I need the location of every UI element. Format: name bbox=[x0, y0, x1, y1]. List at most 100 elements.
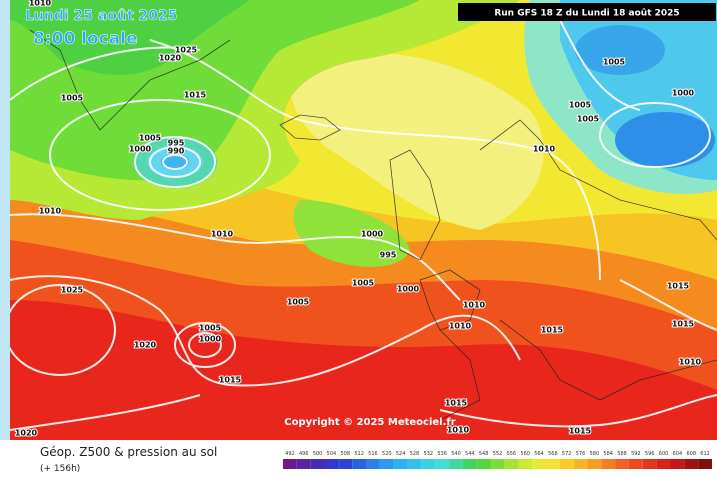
scale-swatch bbox=[642, 459, 657, 469]
scale-label: 492 bbox=[285, 451, 295, 457]
scale-swatch bbox=[656, 459, 671, 469]
scale-label: 504 bbox=[327, 451, 337, 457]
scale-swatch bbox=[532, 459, 546, 469]
legend-subtitle: (+ 156h) bbox=[40, 464, 80, 474]
scale-label: 608 bbox=[686, 451, 696, 457]
scale-swatch bbox=[324, 459, 339, 469]
run-label: Run GFS 18 Z du Lundi 18 août 2025 bbox=[494, 9, 679, 19]
scale-label: 540 bbox=[451, 451, 461, 457]
scale-swatch bbox=[407, 459, 422, 469]
isobar-label: 1010 bbox=[39, 207, 62, 216]
isobar-label: 1005 bbox=[61, 94, 84, 103]
isobar-label: 1020 bbox=[134, 341, 157, 350]
isobar-label: 1020 bbox=[159, 54, 182, 63]
isobar-label: 1015 bbox=[667, 282, 690, 291]
scale-swatch bbox=[310, 459, 325, 469]
scale-label: 532 bbox=[424, 451, 434, 457]
isobar-label: 1005 bbox=[577, 115, 600, 124]
scale-swatch bbox=[338, 459, 353, 469]
isobar-label: 1015 bbox=[445, 399, 468, 408]
scale-swatch bbox=[283, 459, 297, 469]
scale-label: 516 bbox=[368, 451, 378, 457]
legend-bg bbox=[0, 440, 717, 477]
run-box bbox=[458, 3, 716, 21]
scale-swatch bbox=[684, 459, 699, 469]
isobar-label: 1005 bbox=[352, 279, 375, 288]
scale-label: 580 bbox=[590, 451, 600, 457]
scale-label: 576 bbox=[576, 451, 586, 457]
scale-swatch bbox=[601, 459, 616, 469]
isobar-label: 1020 bbox=[15, 429, 38, 438]
isobar-label: 1000 bbox=[361, 230, 384, 239]
scale-swatch bbox=[545, 459, 560, 469]
map-field bbox=[10, 0, 717, 440]
scale-swatch bbox=[421, 459, 436, 469]
scale-label: 592 bbox=[631, 451, 641, 457]
scale-label: 564 bbox=[534, 451, 544, 457]
isobar-label: 1005 bbox=[199, 324, 222, 333]
isobar-label: 1025 bbox=[61, 286, 84, 295]
scale-label: 600 bbox=[659, 451, 669, 457]
isobar-label: 1000 bbox=[397, 285, 420, 294]
scale-swatch bbox=[559, 459, 574, 469]
scale-label: 560 bbox=[520, 451, 530, 457]
scale-label: 508 bbox=[341, 451, 351, 457]
isobar-label: 1010 bbox=[211, 230, 234, 239]
scale-label: 544 bbox=[465, 451, 475, 457]
scale-label: 512 bbox=[354, 451, 364, 457]
isobar-label: 1010 bbox=[463, 301, 486, 310]
scale-swatch bbox=[573, 459, 588, 469]
isobar-label: 1010 bbox=[679, 358, 702, 367]
time-label: 8:00 locale bbox=[33, 29, 138, 49]
scale-swatch bbox=[670, 459, 685, 469]
scale-label: 548 bbox=[479, 451, 489, 457]
scale-label: 604 bbox=[673, 451, 683, 457]
scale-label: 588 bbox=[617, 451, 627, 457]
scale-swatch bbox=[366, 459, 380, 469]
isobar-label: 1015 bbox=[569, 427, 592, 436]
isobar-label: 1010 bbox=[447, 426, 470, 435]
isobar-label: 995 bbox=[380, 251, 397, 260]
isobar-label: 1005 bbox=[569, 101, 592, 110]
scale-swatch bbox=[504, 459, 519, 469]
scale-label: 520 bbox=[382, 451, 392, 457]
isobar-label: 1000 bbox=[672, 89, 695, 98]
scale-swatch bbox=[518, 459, 533, 469]
scale-label: 556 bbox=[507, 451, 517, 457]
isobar-label: 1000 bbox=[199, 335, 222, 344]
isobar-label: 1015 bbox=[541, 326, 564, 335]
scale-swatch bbox=[435, 459, 450, 469]
scale-label: 552 bbox=[493, 451, 503, 457]
scale-label: 568 bbox=[548, 451, 558, 457]
scale-swatch bbox=[628, 459, 643, 469]
copyright: Copyright © 2025 Meteociel.fr bbox=[284, 417, 455, 428]
scale-swatch bbox=[698, 459, 712, 469]
isobar-label: 1010 bbox=[533, 145, 556, 154]
isobar-label: 1015 bbox=[184, 91, 207, 100]
scale-label: 596 bbox=[645, 451, 655, 457]
scale-swatch bbox=[587, 459, 602, 469]
scale-swatch bbox=[490, 459, 505, 469]
isobar-label: 1000 bbox=[129, 145, 152, 154]
isobar-label: 1010 bbox=[449, 322, 472, 331]
scale-label: 500 bbox=[313, 451, 323, 457]
frame bbox=[0, 0, 10, 440]
scale-label: 572 bbox=[562, 451, 572, 457]
scale-swatch bbox=[615, 459, 629, 469]
scale-label: 584 bbox=[603, 451, 613, 457]
scale-swatch bbox=[476, 459, 491, 469]
scale-swatch bbox=[379, 459, 394, 469]
scale-label: 612 bbox=[700, 451, 710, 457]
scale-label: 528 bbox=[410, 451, 420, 457]
legend-title: Géop. Z500 & pression au sol bbox=[40, 445, 217, 459]
date-label: Lundi 25 août 2025 bbox=[25, 8, 177, 24]
scale-swatch bbox=[296, 459, 311, 469]
scale-label: 536 bbox=[437, 451, 447, 457]
isobar-label: 1005 bbox=[603, 58, 626, 67]
isobar-label: 990 bbox=[168, 147, 185, 156]
scale-swatch bbox=[352, 459, 367, 469]
isobar-label: 1005 bbox=[139, 134, 162, 143]
scale-label: 524 bbox=[396, 451, 406, 457]
isobar-label: 1015 bbox=[219, 376, 242, 385]
